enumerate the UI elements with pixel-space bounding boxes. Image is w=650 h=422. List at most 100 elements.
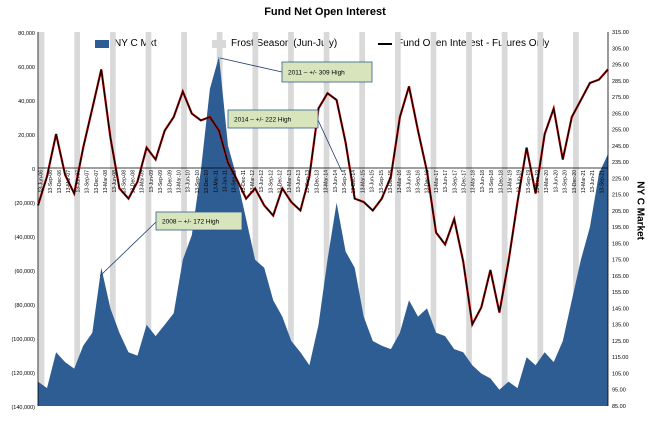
x-tick-label: 13-Sep-19 bbox=[526, 170, 532, 194]
x-tick-label: 13-Sep-11 bbox=[232, 170, 238, 193]
x-tick-label: 13-Sep-07 bbox=[85, 170, 91, 194]
legend-fund: Fund Open Interest - Futures Only bbox=[378, 38, 549, 49]
x-tick-label: 13-Dec-12 bbox=[278, 170, 284, 194]
x-tick-label: 13-Dec-14 bbox=[351, 170, 357, 194]
x-tick-label: 13-Mar-21 bbox=[581, 170, 587, 193]
x-tick-label: 13-Mar-18 bbox=[471, 170, 477, 193]
x-tick-label: 13-Sep-10 bbox=[195, 170, 201, 194]
x-tick-label: 13-Dec-15 bbox=[388, 170, 394, 194]
x-tick-label: 13-Sep-17 bbox=[452, 170, 458, 194]
right-tick-label: 195.00 bbox=[612, 225, 629, 231]
left-tick-label: (40,000) bbox=[15, 235, 36, 241]
annotation-box bbox=[155, 211, 243, 231]
x-tick-label: 13-Dec-08 bbox=[131, 170, 137, 194]
frost-band bbox=[110, 32, 116, 406]
right-tick-label: 315.00 bbox=[612, 30, 629, 36]
x-tick-label: 13-Jun-20 bbox=[553, 170, 559, 193]
x-tick-label: 13-Sep-20 bbox=[563, 170, 569, 194]
x-tick-label: 13-Jun-16 bbox=[406, 170, 412, 193]
x-tick-label: 13-Mar-07 bbox=[66, 170, 72, 193]
right-tick-label: 185.00 bbox=[612, 241, 629, 247]
right-axis-title: NY C Market bbox=[635, 181, 646, 240]
x-tick-label: 13-Sep-14 bbox=[342, 170, 348, 194]
left-tick-label: (120,000) bbox=[11, 371, 35, 377]
right-tick-label: 85.00 bbox=[612, 404, 626, 410]
annotation-leader bbox=[317, 119, 343, 173]
x-tick-label: 13-Mar-20 bbox=[544, 170, 550, 193]
right-tick-label: 295.00 bbox=[612, 63, 629, 69]
x-tick-label: 13-Mar-14 bbox=[324, 170, 330, 193]
x-tick-label: 13-Jun-06 bbox=[39, 170, 45, 193]
x-tick-label: 13-Sep-18 bbox=[489, 170, 495, 194]
legend-label-frost: Frost Season (Jun-July) bbox=[231, 38, 338, 49]
chart-title: Fund Net Open Interest bbox=[264, 6, 386, 18]
annotation-text: 2008 – +/- 172 High bbox=[162, 219, 220, 226]
left-tick-label: 0 bbox=[32, 167, 35, 173]
x-tick-label: 13-Sep-08 bbox=[121, 170, 127, 194]
frost-band bbox=[573, 32, 579, 406]
x-tick-label: 13-Jun-07 bbox=[75, 170, 81, 193]
right-axis-ticks: 315.00 305.00 295.00 285.00 275.00 265.00 255.… bbox=[612, 30, 629, 410]
x-tick-label: 13-Mar-08 bbox=[103, 170, 109, 193]
left-tick-label: (20,000) bbox=[15, 201, 36, 207]
x-tick-label: 13-Sep-16 bbox=[416, 170, 422, 194]
x-tick-label: 13-Jun-19 bbox=[517, 170, 523, 193]
right-tick-label: 215.00 bbox=[612, 193, 629, 199]
annotation-text: 2014 – +/- 222 High bbox=[234, 117, 292, 124]
x-tick-label: 13-Dec-07 bbox=[94, 170, 100, 194]
legend-swatch-nyc bbox=[95, 39, 109, 48]
left-tick-label: (60,000) bbox=[15, 269, 36, 275]
x-tick-label: 13-Dec-10 bbox=[204, 170, 210, 194]
right-tick-label: 105.00 bbox=[612, 372, 629, 378]
right-tick-label: 165.00 bbox=[612, 274, 629, 280]
frost-band bbox=[466, 32, 472, 406]
left-tick-label: 80,000 bbox=[18, 31, 35, 37]
right-tick-label: 155.00 bbox=[612, 290, 629, 296]
x-tick-label: 13-Mar-10 bbox=[177, 170, 183, 193]
nyc-area bbox=[38, 56, 608, 407]
left-axis-ticks: 80,000 60,000 40,000 20,000 0 (20,000) (40,000… bbox=[11, 31, 35, 411]
legend-label-nyc: NY C Mkt bbox=[114, 38, 157, 49]
annotation-box bbox=[281, 61, 373, 83]
frost-band bbox=[288, 32, 294, 406]
x-tick-label: 13-Sep-12 bbox=[268, 170, 274, 194]
annotations: 2011 – +/- 309 High 2014 – +/- 222 High 20… bbox=[99, 57, 373, 277]
x-tick-label: 13-Dec-17 bbox=[462, 170, 468, 194]
right-tick-label: 175.00 bbox=[612, 258, 629, 264]
right-tick-label: 115.00 bbox=[612, 355, 628, 361]
x-tick-label: 13-Jun-11 bbox=[223, 170, 229, 192]
left-tick-label: (80,000) bbox=[15, 303, 36, 309]
x-tick-label: 13-Jun-18 bbox=[480, 170, 486, 193]
x-tick-label: 13-Mar-17 bbox=[434, 170, 440, 193]
annotation-box bbox=[227, 109, 319, 129]
x-tick-label: 13-Dec-13 bbox=[314, 170, 320, 194]
annotation-leader bbox=[219, 57, 283, 73]
frost-band bbox=[74, 32, 80, 406]
right-tick-label: 135.00 bbox=[612, 323, 629, 329]
right-tick-label: 95.00 bbox=[612, 388, 626, 394]
left-tick-label: 40,000 bbox=[18, 99, 35, 105]
frost-band bbox=[145, 32, 152, 406]
fund-oi-path bbox=[37, 69, 609, 327]
frost-band bbox=[252, 32, 259, 406]
nyc-price-area bbox=[38, 56, 608, 407]
right-tick-label: 285.00 bbox=[612, 79, 629, 85]
x-tick-label: 13-Jun-17 bbox=[443, 170, 449, 193]
x-tick-label: 13-Dec-20 bbox=[572, 170, 578, 194]
x-tick-label: 13-Sep-21 bbox=[599, 170, 605, 194]
left-tick-label: (140,000) bbox=[11, 405, 35, 411]
x-tick-label: 13-Mar-12 bbox=[250, 170, 256, 193]
x-tick-label: 13-Jun-09 bbox=[149, 170, 155, 193]
frost-band bbox=[359, 32, 365, 406]
annotation-text: 2011 – +/- 309 High bbox=[288, 70, 345, 77]
x-tick-label: 13-Dec-06 bbox=[57, 170, 63, 194]
x-tick-label: 13-Dec-19 bbox=[535, 170, 541, 194]
legend-label-fund: Fund Open Interest - Futures Only bbox=[397, 38, 550, 49]
x-tick-label: 13-Sep-15 bbox=[379, 170, 385, 194]
left-tick-label: (100,000) bbox=[11, 337, 35, 343]
annotation-leader bbox=[99, 221, 157, 277]
x-tick-label: 13-Jun-14 bbox=[333, 170, 339, 193]
x-tick-label: 13-Jun-08 bbox=[112, 170, 118, 193]
